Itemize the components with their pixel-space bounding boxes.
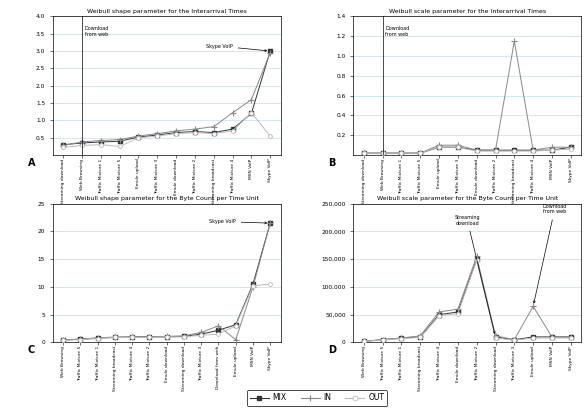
Title: Weibull shape parameter for the Interarrival Times: Weibull shape parameter for the Interarr… bbox=[87, 9, 247, 14]
Text: Download
from web: Download from web bbox=[85, 26, 109, 37]
Text: C: C bbox=[28, 345, 35, 355]
Text: B: B bbox=[328, 158, 336, 168]
Text: Download
from web: Download from web bbox=[534, 204, 567, 303]
Text: Skype VoIP: Skype VoIP bbox=[206, 44, 266, 52]
Title: Weibull scale parameter for the Byte Count per Time Unit: Weibull scale parameter for the Byte Cou… bbox=[377, 196, 558, 201]
Text: Streaming
download: Streaming download bbox=[454, 215, 495, 333]
Title: Weibull scale parameter for the Interarrival Times: Weibull scale parameter for the Interarr… bbox=[389, 9, 546, 14]
Title: Weibull shape parameter for the Byte Count per Time Unit: Weibull shape parameter for the Byte Cou… bbox=[75, 196, 259, 201]
Text: D: D bbox=[328, 345, 336, 355]
Text: Download
from web: Download from web bbox=[386, 26, 410, 37]
Text: A: A bbox=[28, 158, 35, 168]
Legend: MIX, IN, OUT: MIX, IN, OUT bbox=[247, 391, 387, 406]
Text: Skype VoIP: Skype VoIP bbox=[209, 219, 266, 224]
